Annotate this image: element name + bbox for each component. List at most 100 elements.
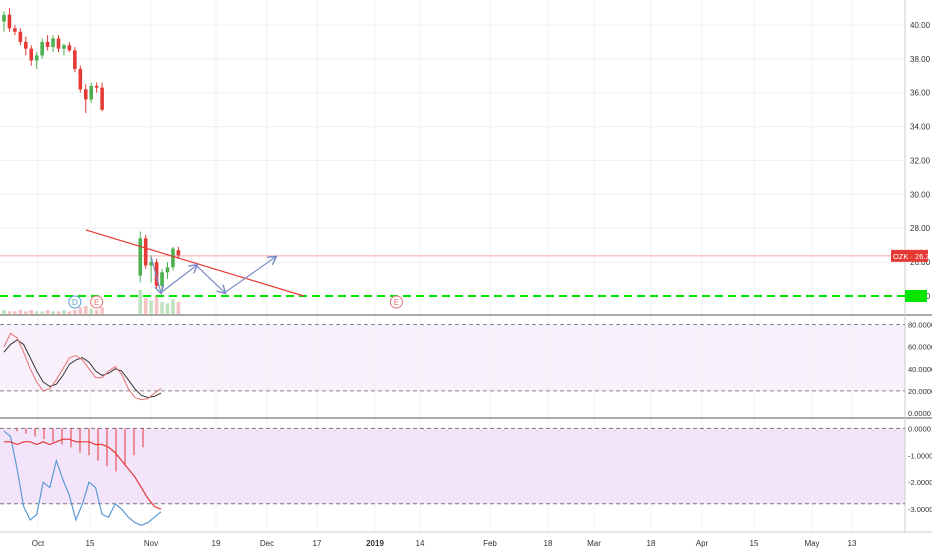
candle-body	[2, 14, 6, 22]
time-tick-label: 14	[416, 539, 425, 548]
candle-body	[143, 238, 148, 266]
volume-bar	[2, 310, 6, 314]
stoch-tick-label: 0.0000	[908, 409, 931, 418]
candle-body	[62, 45, 66, 49]
candle-body	[100, 87, 104, 110]
volume-bar	[176, 302, 181, 314]
candle-body	[34, 55, 39, 61]
candle-body	[67, 45, 72, 51]
candle-body	[160, 272, 164, 286]
candle-body	[56, 38, 61, 49]
volume-bar	[154, 295, 159, 314]
price-label-text: OZK · 26.37	[893, 252, 932, 261]
volume-bar	[45, 310, 50, 314]
candle-body	[138, 238, 143, 276]
volume-bar	[160, 302, 164, 314]
lower-tick-label: 0.0000	[908, 424, 931, 433]
time-tick-label: 18	[544, 539, 553, 548]
volume-bar	[56, 311, 61, 314]
volume-bar	[18, 310, 23, 314]
event-marker	[68, 295, 82, 309]
price-tick-label: 26.00	[910, 258, 931, 267]
candle-body	[51, 38, 55, 47]
candle-body	[154, 262, 159, 286]
trendline	[85, 229, 304, 297]
projection-arrow	[160, 266, 196, 294]
stoch-tick-label: 60.0000	[908, 343, 932, 352]
volume-bar	[143, 298, 148, 314]
stoch-tick-label: 40.0000	[908, 365, 932, 374]
event-label: E	[94, 298, 99, 307]
time-tick-label: 18	[647, 539, 656, 548]
event-marker	[90, 295, 104, 309]
support-level-marker	[905, 290, 927, 302]
volume-bar	[7, 311, 12, 314]
lower-blue-line	[3, 430, 162, 526]
volume-bar	[89, 308, 93, 314]
price-tick-label: 36.00	[910, 89, 931, 98]
time-tick-label: 17	[313, 539, 322, 548]
stoch-k-line	[3, 332, 162, 401]
price-tick-label: 38.00	[910, 55, 931, 64]
candle-body	[165, 267, 170, 273]
stoch-tick-label: 80.0000	[908, 321, 932, 330]
event-marker	[389, 295, 403, 309]
candle-body	[171, 248, 175, 268]
candle-body	[94, 85, 99, 88]
candle-body	[149, 262, 153, 266]
time-tick-label: Mar	[587, 539, 601, 548]
volume-bar	[34, 311, 39, 314]
event-label: D	[72, 298, 78, 307]
lower-tick-label: -2.0000	[908, 478, 932, 487]
candle-body	[24, 41, 28, 49]
projection-arrow	[195, 265, 224, 293]
time-tick-label: Nov	[144, 539, 158, 548]
lower-tick-label: -1.0000	[908, 451, 932, 460]
time-tick-label: Oct	[32, 539, 45, 548]
projection-arrow	[150, 256, 161, 293]
candle-body	[78, 68, 83, 90]
projection-arrow	[224, 257, 276, 294]
volume-bar	[100, 307, 104, 314]
volume-bar	[138, 290, 143, 314]
lower-red-line	[4, 438, 162, 510]
price-tick-label: 32.00	[910, 156, 931, 165]
candle-body	[29, 48, 34, 61]
stoch-band	[0, 324, 905, 391]
lower-tick-label: -3.0000	[908, 505, 932, 514]
lower-band	[0, 428, 905, 504]
volume-bar	[165, 303, 170, 314]
volume-bar	[24, 311, 28, 314]
volume-bar	[13, 311, 17, 314]
candle-body	[89, 85, 93, 100]
candle-body	[45, 41, 50, 47]
price-tick-label: 34.00	[910, 123, 931, 132]
stoch-d-line	[3, 339, 162, 399]
candle-body	[40, 41, 44, 56]
price-tick-label: 28.00	[910, 224, 931, 233]
time-tick-label: Dec	[260, 539, 274, 548]
volume-bar	[51, 311, 55, 314]
time-tick-label: Apr	[696, 539, 709, 548]
event-label: E	[394, 298, 399, 307]
time-tick-label: 2019	[366, 539, 384, 548]
candle-body	[13, 28, 17, 32]
volume-bar	[149, 300, 153, 314]
candle-body	[83, 89, 88, 100]
time-tick-label: 15	[750, 539, 759, 548]
price-tick-label: 30.00	[910, 190, 931, 199]
time-tick-label: 13	[848, 539, 857, 548]
time-tick-label: May	[804, 539, 819, 548]
candle-body	[18, 31, 23, 42]
volume-bar	[94, 310, 99, 314]
stoch-tick-label: 20.0000	[908, 387, 932, 396]
volume-bar	[171, 299, 175, 314]
volume-bar	[73, 310, 77, 314]
price-label-box	[891, 249, 928, 262]
volume-bar	[78, 307, 83, 314]
time-tick-label: 19	[212, 539, 221, 548]
price-tick-label: 40.00	[910, 21, 931, 30]
volume-bar	[29, 310, 34, 314]
